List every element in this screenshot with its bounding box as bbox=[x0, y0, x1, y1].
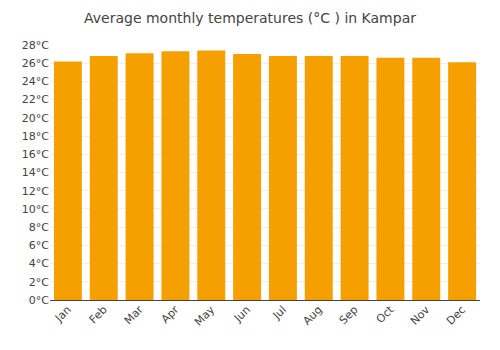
svg-text:Oct: Oct bbox=[374, 303, 397, 326]
svg-text:12°C: 12°C bbox=[22, 185, 49, 198]
svg-text:Dec: Dec bbox=[444, 303, 468, 327]
svg-text:2°C: 2°C bbox=[29, 276, 49, 289]
svg-text:16°C: 16°C bbox=[22, 148, 49, 161]
svg-text:Sep: Sep bbox=[337, 303, 361, 327]
svg-text:0°C: 0°C bbox=[29, 294, 49, 307]
svg-text:Mar: Mar bbox=[122, 303, 146, 327]
svg-text:6°C: 6°C bbox=[29, 239, 49, 252]
svg-text:24°C: 24°C bbox=[22, 75, 49, 88]
svg-text:Jul: Jul bbox=[270, 303, 289, 322]
svg-text:4°C: 4°C bbox=[29, 257, 49, 270]
svg-text:18°C: 18°C bbox=[22, 130, 49, 143]
svg-text:22°C: 22°C bbox=[22, 93, 49, 106]
svg-text:14°C: 14°C bbox=[22, 166, 49, 179]
svg-text:28°C: 28°C bbox=[22, 39, 49, 52]
svg-text:Feb: Feb bbox=[87, 303, 110, 326]
svg-text:10°C: 10°C bbox=[22, 203, 49, 216]
svg-text:Jun: Jun bbox=[231, 303, 253, 325]
svg-text:May: May bbox=[192, 303, 218, 329]
svg-text:Average monthly temperatures (: Average monthly temperatures (°C ) in Ka… bbox=[84, 10, 416, 26]
svg-text:20°C: 20°C bbox=[22, 112, 49, 125]
svg-text:Apr: Apr bbox=[159, 303, 182, 326]
svg-text:8°C: 8°C bbox=[29, 221, 49, 234]
svg-text:Aug: Aug bbox=[300, 303, 324, 327]
svg-text:Jan: Jan bbox=[52, 303, 74, 325]
svg-text:26°C: 26°C bbox=[22, 57, 49, 70]
svg-text:Nov: Nov bbox=[408, 303, 433, 328]
